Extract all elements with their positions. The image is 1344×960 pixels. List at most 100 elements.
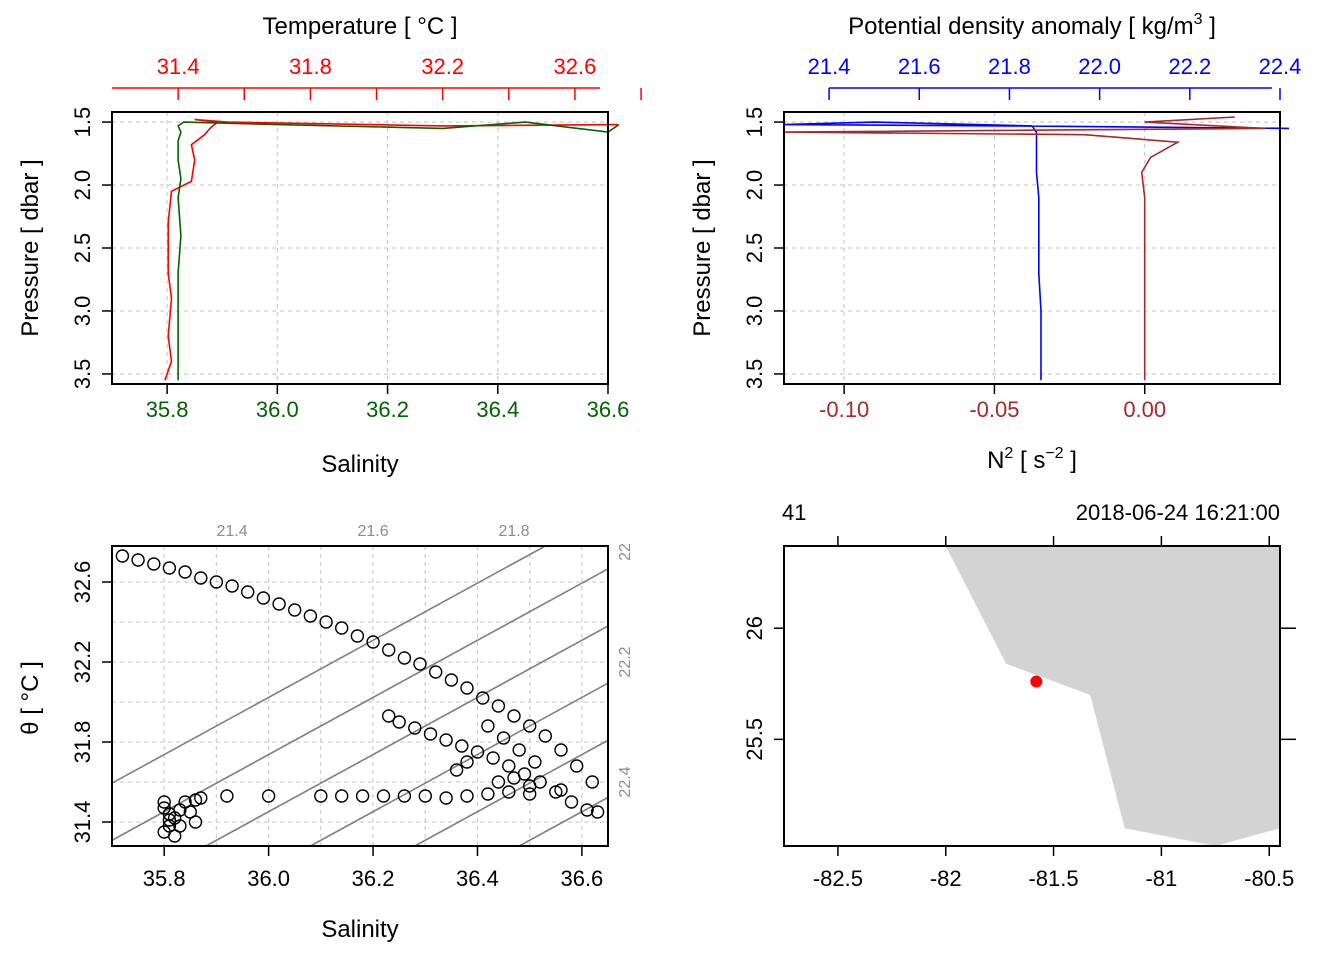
ts-point xyxy=(256,591,271,605)
y-tick-label-1: 2.0 xyxy=(70,170,95,201)
ts-point xyxy=(423,727,438,741)
ts-point xyxy=(314,789,328,803)
top-tick-label-3: 32.6 xyxy=(554,54,597,79)
ts-point xyxy=(481,787,495,801)
lat-tick-label-1: 26 xyxy=(742,616,767,640)
plot-frame xyxy=(111,111,609,385)
ts-point xyxy=(303,609,318,623)
top-tick-label-3: 22.0 xyxy=(1078,54,1121,79)
ts-salinity-axis-title: Salinity xyxy=(321,916,398,943)
ts-point xyxy=(554,783,568,797)
isopycnal-right-label-0: 22 xyxy=(617,543,634,561)
ts-point xyxy=(157,795,171,809)
ts-point xyxy=(413,657,427,671)
ts-point xyxy=(162,561,177,575)
top-tick-label-2: 21.8 xyxy=(988,54,1031,79)
ts-point xyxy=(554,743,568,757)
ts-point xyxy=(355,789,370,803)
lon-tick-label-4: -80.5 xyxy=(1244,866,1294,891)
ts-point xyxy=(382,709,396,723)
y-tick-label-2: 2.5 xyxy=(742,233,767,264)
top-tick-label-1: 31.8 xyxy=(289,54,332,79)
station-map-panel: 41 2018-06-24 16:21:00 -82.5 -82 -81.5 -81 -… xyxy=(742,500,1296,891)
ts-point xyxy=(319,615,333,629)
ts-point xyxy=(147,557,161,571)
n2-axis-title-mid: [ s xyxy=(1013,447,1045,474)
x-tick-label-2: 36.2 xyxy=(352,866,395,891)
temperature-salinity-profile-panel: Temperature [ °C ] Salinity Pressure [ d… xyxy=(17,13,642,478)
n2-axis-title-sup: 2 xyxy=(1004,445,1013,462)
ts-diagram-panel: Salinity θ [ °C ] 35.8 36.0 36.2 36.4 36.6 31… xyxy=(17,523,634,943)
ts-point xyxy=(418,789,432,803)
ts-point xyxy=(512,743,526,757)
ts-point xyxy=(470,745,485,759)
bottom-tick-label-0: -0.10 xyxy=(819,397,869,422)
ts-point xyxy=(460,789,474,803)
salinity-line xyxy=(177,121,620,381)
ts-point xyxy=(538,729,552,743)
density-profile-panel: Potential density anomaly [ kg/m3 ] N2 [… xyxy=(689,11,1301,474)
map-station-number: 41 xyxy=(782,500,806,525)
isopycnal-right-label-1: 22.2 xyxy=(617,646,634,677)
ts-point xyxy=(507,771,521,785)
lon-tick-label-2: -81.5 xyxy=(1028,866,1078,891)
density-axis-title-main: Potential density anomaly [ kg/m xyxy=(848,13,1194,40)
ts-point xyxy=(382,643,396,657)
ts-point xyxy=(335,789,349,803)
y-tick-label-1: 2.0 xyxy=(742,170,767,201)
y-tick-label-0: 1.5 xyxy=(70,107,95,138)
lat-tick-label-0: 25.5 xyxy=(742,718,767,761)
ts-point xyxy=(225,579,239,593)
bottom-tick-label-0: 35.8 xyxy=(146,397,189,422)
ts-point xyxy=(496,731,511,745)
land-polygon xyxy=(945,546,1280,846)
ts-point xyxy=(460,681,474,695)
top-tick-label-4: 22.2 xyxy=(1168,54,1211,79)
y-tick-label-0: 1.5 xyxy=(742,107,767,138)
ts-point xyxy=(194,791,208,805)
isopycnal-line xyxy=(205,625,608,846)
ts-point xyxy=(502,759,516,773)
map-frame xyxy=(783,545,1281,847)
n2-axis-title-end: ] xyxy=(1064,447,1077,474)
isopycnal-line xyxy=(310,682,608,846)
temperature-line xyxy=(164,118,618,381)
ts-point xyxy=(376,789,391,803)
ts-point xyxy=(439,733,453,747)
ts-point xyxy=(408,721,422,735)
pressure-axis-title: Pressure [ dbar ] xyxy=(17,159,44,336)
ts-point xyxy=(220,789,234,803)
ts-point xyxy=(585,775,599,789)
ts-point xyxy=(335,621,349,635)
salinity-axis-title: Salinity xyxy=(321,451,398,478)
ts-point xyxy=(455,739,469,753)
ts-point xyxy=(523,719,537,733)
ts-point xyxy=(486,751,500,765)
isopycnal-line xyxy=(112,546,546,785)
map-station-time: 2018-06-24 16:21:00 xyxy=(1076,500,1280,525)
ts-point xyxy=(570,759,584,773)
ts-point xyxy=(272,597,286,611)
y-tick-label-4: 3.5 xyxy=(70,359,95,390)
lon-tick-label-3: -81 xyxy=(1145,866,1177,891)
density-axis-title-sup: 3 xyxy=(1194,11,1203,28)
bottom-tick-label-1: 36.0 xyxy=(256,397,299,422)
ts-point xyxy=(173,819,187,833)
ts-point xyxy=(523,779,537,793)
density-axis-title-end: ] xyxy=(1203,13,1216,40)
top-tick-label-5: 22.4 xyxy=(1259,54,1302,79)
bottom-tick-label-2: 0.00 xyxy=(1123,397,1166,422)
ts-point xyxy=(188,815,203,829)
x-tick-label-3: 36.4 xyxy=(456,866,499,891)
isopycnal-right-label-2: 22.4 xyxy=(617,766,634,797)
isopycnal-group xyxy=(112,546,608,846)
y-tick-label-4: 3.5 xyxy=(742,359,767,390)
x-tick-label-4: 36.6 xyxy=(560,866,603,891)
top-tick-label-2: 32.2 xyxy=(421,54,464,79)
y-tick-label-2: 2.5 xyxy=(70,233,95,264)
ts-point xyxy=(366,635,380,649)
n2-axis-title-sup2: −2 xyxy=(1045,445,1063,462)
top-tick-label-0: 31.4 xyxy=(157,54,200,79)
ts-point xyxy=(580,803,594,817)
y-tick-label-0: 31.4 xyxy=(70,801,95,844)
